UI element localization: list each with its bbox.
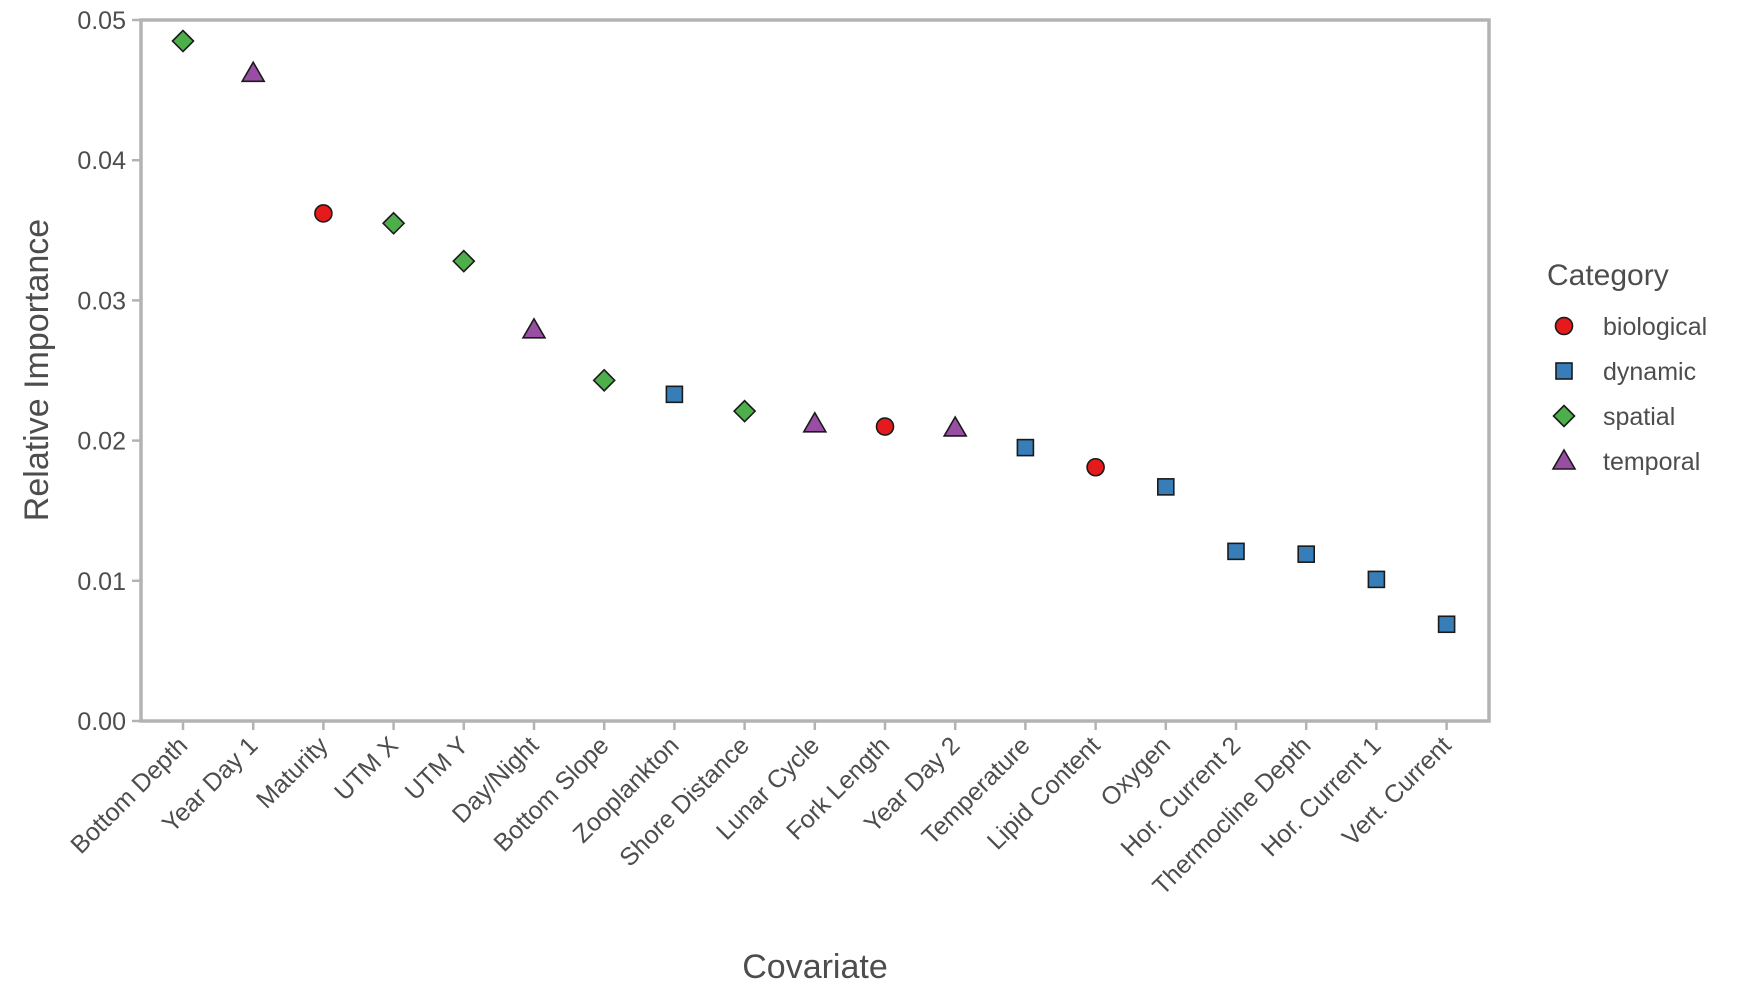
- panel-border: [139, 18, 1491, 723]
- point-vert-current: [1437, 615, 1456, 634]
- point-oxygen: [1157, 478, 1175, 496]
- legend-key-spatial: [1552, 404, 1576, 428]
- legend-key-temporal: [1551, 448, 1577, 470]
- legend: Category biological dynamic spatial tempora…: [1547, 259, 1707, 476]
- point-maturity: [314, 204, 333, 223]
- y-tick-label: 0.01: [77, 568, 126, 596]
- legend-title: Category: [1547, 259, 1669, 292]
- x-tick-label: Bottom Depth: [65, 731, 193, 859]
- point-year-day-1: [240, 60, 266, 83]
- legend-label-biological: biological: [1603, 313, 1707, 341]
- x-tick-label: Hor. Current 2: [1115, 731, 1246, 862]
- point-hor-current-1: [1367, 570, 1386, 589]
- point-zooplankton: [665, 385, 684, 404]
- legend-key-dynamic: [1555, 362, 1573, 380]
- point-thermocline-depth: [1297, 545, 1315, 563]
- legend-key-biological: [1554, 316, 1574, 336]
- point-bottom-depth: [171, 29, 195, 53]
- x-axis-title: Covariate: [742, 948, 888, 986]
- y-tick-label: 0.04: [77, 147, 126, 175]
- legend-label-dynamic: dynamic: [1603, 358, 1696, 386]
- legend-label-temporal: temporal: [1603, 448, 1700, 476]
- point-temperature: [1016, 438, 1035, 457]
- point-day-night: [521, 317, 547, 339]
- point-year-day-2: [942, 415, 968, 437]
- point-bottom-slope: [592, 368, 616, 392]
- y-tick-label: 0.03: [77, 287, 126, 315]
- y-axis-title: Relative Importance: [18, 219, 56, 521]
- y-tick-label: 0.00: [77, 708, 126, 736]
- legend-label-spatial: spatial: [1603, 403, 1675, 431]
- x-tick-label: Hor. Current 1: [1256, 731, 1387, 862]
- y-tick-label: 0.02: [77, 428, 126, 456]
- point-utm-y: [452, 249, 476, 273]
- point-lunar-cycle: [802, 411, 828, 433]
- point-fork-length: [875, 417, 895, 436]
- data-points: [171, 29, 1456, 634]
- y-axis: 0.00 0.01 0.02 0.03 0.04 0.05: [77, 7, 141, 736]
- x-tick-label: UTM X: [329, 731, 404, 806]
- point-lipid-content: [1086, 457, 1105, 477]
- x-tick-label: Maturity: [251, 731, 334, 814]
- point-shore-distance: [732, 399, 757, 423]
- y-tick-label: 0.05: [77, 7, 126, 35]
- point-hor-current-2: [1227, 542, 1245, 561]
- point-utm-x: [381, 211, 406, 235]
